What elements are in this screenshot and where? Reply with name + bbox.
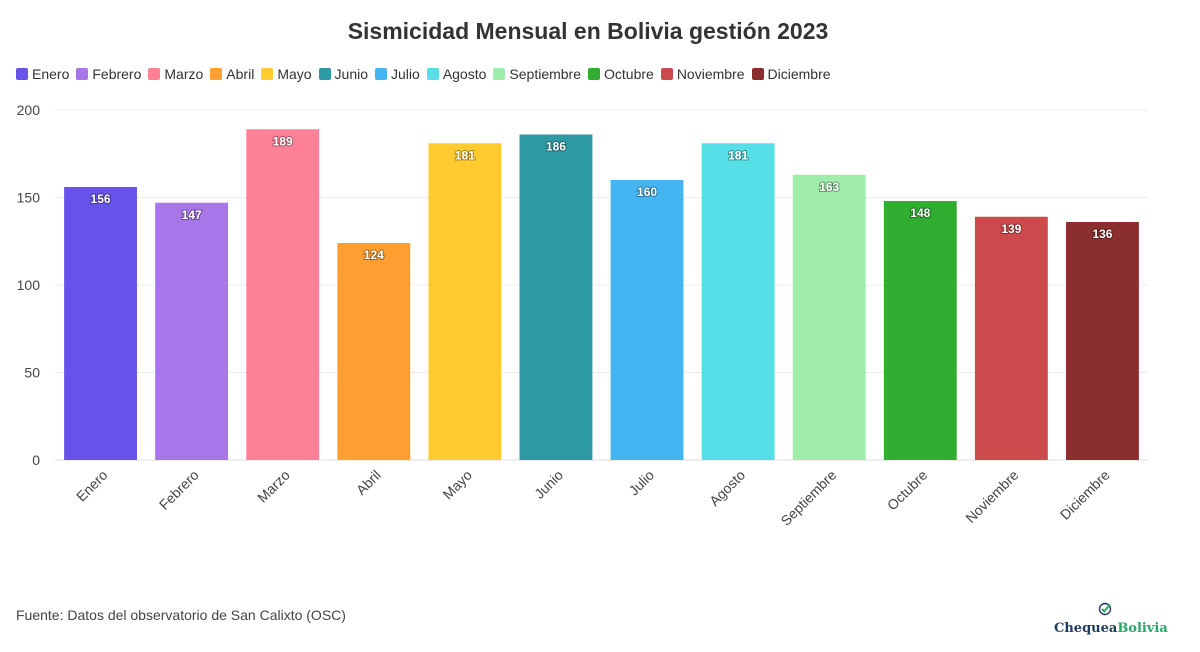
legend-swatch <box>493 68 506 80</box>
legend-item: Octubre <box>588 66 654 82</box>
legend-label: Julio <box>391 66 420 82</box>
y-tick-label: 150 <box>17 190 41 206</box>
x-tick-label: Abril <box>353 467 384 498</box>
bar <box>64 187 137 460</box>
x-tick-label: Noviembre <box>962 467 1021 526</box>
legend-swatch <box>660 68 673 80</box>
data-label: 163 <box>819 180 839 194</box>
bar <box>519 134 593 460</box>
legend-label: Junio <box>334 66 369 82</box>
legend-item: Febrero <box>76 66 141 82</box>
bar <box>428 143 502 460</box>
legend-swatch <box>318 68 331 80</box>
bar <box>1066 222 1139 460</box>
bar <box>337 243 411 460</box>
logo: ChequeaBolivia <box>1054 602 1168 638</box>
legend: Enero Febrero Marzo Abril Mayo Junio Julio Agos… <box>16 66 838 82</box>
legend-item: Agosto <box>426 66 487 82</box>
legend-label: Enero <box>32 66 70 82</box>
chart-title: Sismicidad Mensual en Bolivia gestión 20… <box>347 18 829 44</box>
y-tick-label: 50 <box>24 365 40 381</box>
x-tick-label: Diciembre <box>1057 467 1113 523</box>
legend-label: Diciembre <box>767 66 831 82</box>
legend-label: Septiembre <box>509 66 581 82</box>
x-tick-label: Julio <box>625 467 657 499</box>
data-label: 139 <box>1001 222 1021 236</box>
x-tick-label: Agosto <box>706 467 748 509</box>
legend-swatch <box>210 68 223 80</box>
legend-label: Marzo <box>164 66 204 82</box>
y-tick-label: 100 <box>17 277 41 293</box>
legend-label: Octubre <box>604 66 654 82</box>
legend-item: Marzo <box>148 66 203 82</box>
legend-label: Mayo <box>277 66 312 82</box>
legend-swatch <box>426 68 439 80</box>
legend-swatch <box>148 68 161 80</box>
legend-item: Diciembre <box>751 66 831 82</box>
legend-item: Noviembre <box>660 66 745 82</box>
x-tick-label: Mayo <box>439 467 475 503</box>
legend-item: Mayo <box>261 66 312 82</box>
legend-item: Enero <box>16 66 69 82</box>
bar-chart: 0 50 100 150 200 156 Enero 147 Febrero 189 Marzo 12… <box>17 102 1148 529</box>
legend-item: Septiembre <box>493 66 581 82</box>
data-label: 181 <box>728 148 748 162</box>
x-tick-label: Marzo <box>254 467 293 506</box>
x-tick-label: Octubre <box>884 467 931 514</box>
legend-swatch <box>261 68 274 80</box>
bar <box>792 174 866 460</box>
data-label: 189 <box>273 134 293 148</box>
logo-text-part2: Bolivia <box>1117 621 1168 636</box>
y-tick-label: 0 <box>32 452 40 468</box>
bar <box>974 216 1048 460</box>
data-label: 148 <box>910 206 930 220</box>
legend-swatch <box>588 68 600 80</box>
x-tick-label: Junio <box>531 467 566 502</box>
data-label: 147 <box>182 208 202 222</box>
legend-item: Julio <box>375 66 420 82</box>
legend-label: Febrero <box>92 66 142 82</box>
legend-label: Abril <box>226 66 255 82</box>
bar <box>246 129 320 460</box>
x-tick-label: Septiembre <box>777 467 839 529</box>
data-label: 124 <box>364 248 384 262</box>
data-label: 156 <box>91 192 111 206</box>
bar <box>610 180 684 460</box>
legend-swatch <box>16 68 28 80</box>
bar <box>883 201 957 460</box>
legend-label: Agosto <box>442 66 487 82</box>
data-label: 186 <box>546 140 566 154</box>
legend-label: Noviembre <box>676 66 745 82</box>
data-label: 181 <box>455 148 475 162</box>
x-tick-label: Febrero <box>156 467 202 513</box>
legend-swatch <box>375 68 388 80</box>
data-label: 160 <box>637 185 657 199</box>
check-icon <box>1098 602 1112 616</box>
bar <box>155 202 229 460</box>
source-note: Fuente: Datos del observatorio de San Ca… <box>16 607 346 623</box>
legend-swatch <box>76 68 89 80</box>
legend-swatch <box>751 68 764 80</box>
legend-item: Abril <box>210 66 254 82</box>
bar <box>701 143 775 460</box>
logo-text-part1: Chequea <box>1054 621 1118 636</box>
y-tick-label: 200 <box>17 102 41 118</box>
x-tick-label: Enero <box>73 467 111 505</box>
data-label: 136 <box>1092 227 1112 241</box>
legend-item: Junio <box>318 66 369 82</box>
